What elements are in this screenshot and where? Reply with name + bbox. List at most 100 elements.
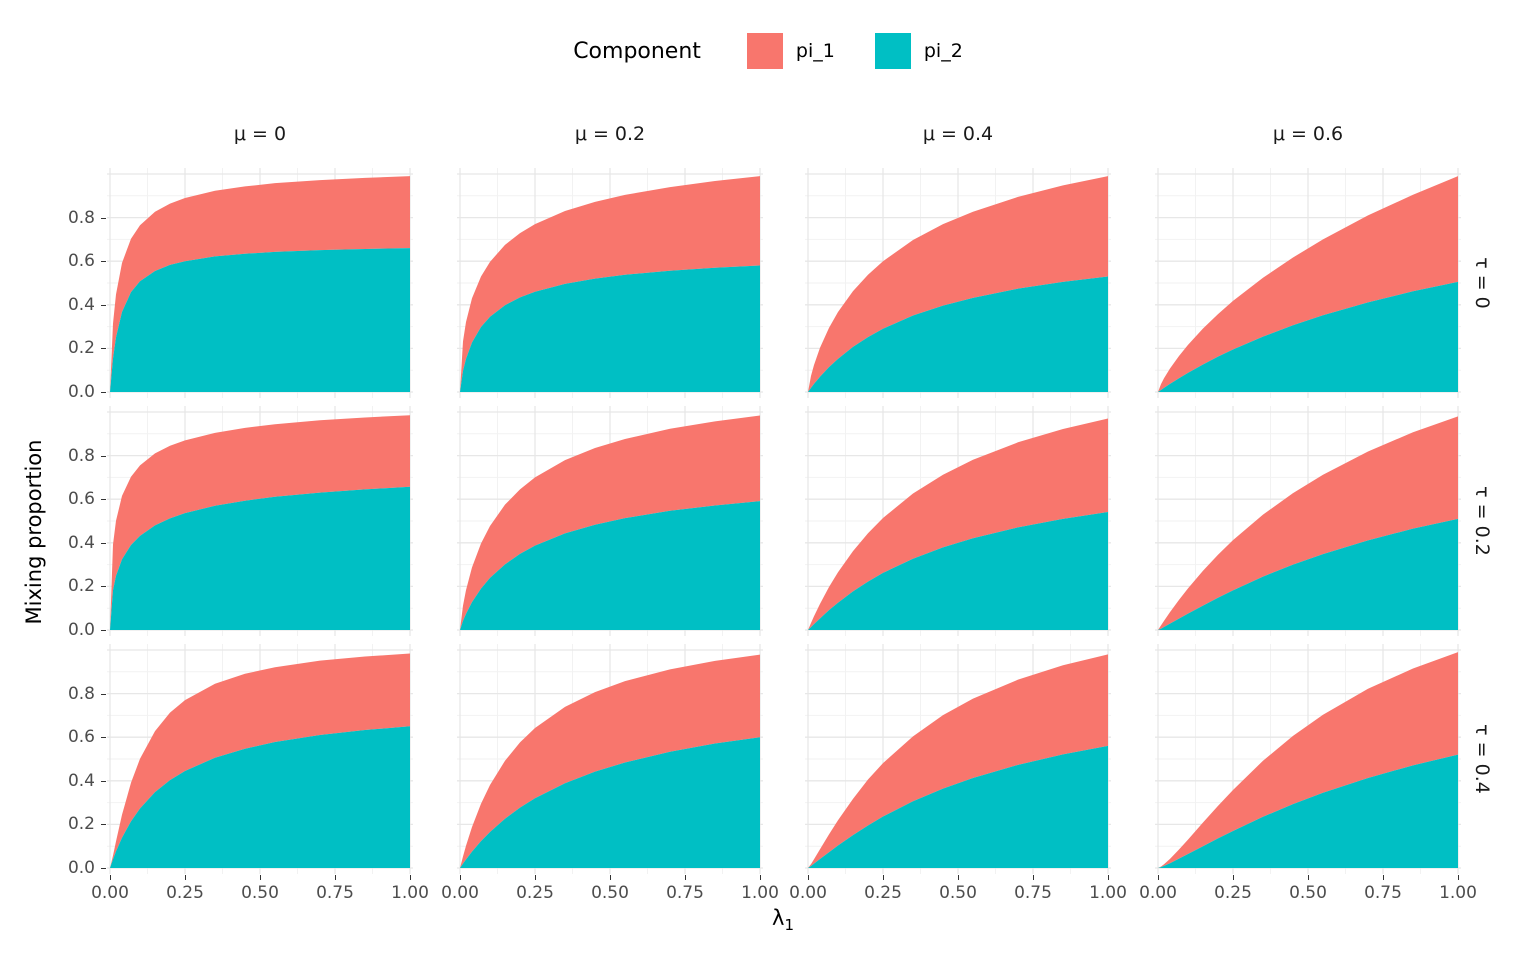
legend-item-pi-2: pi_2 (874, 33, 963, 69)
y-tick-mark (101, 868, 106, 869)
x-axis-title: λ1 (772, 906, 794, 935)
area-pi-1 (110, 176, 410, 392)
y-tick-mark (101, 392, 106, 393)
x-tick-mark (958, 875, 959, 880)
y-tick-label: 0.8 (67, 683, 95, 704)
x-tick-label: 0.25 (1214, 883, 1252, 903)
x-tick-mark (883, 875, 884, 880)
y-tick-mark (101, 737, 106, 739)
facet-col-label: μ = 0.4 (922, 123, 994, 145)
x-tick-mark (1158, 875, 1159, 880)
y-tick-mark (101, 824, 106, 826)
y-tick-mark (101, 499, 106, 501)
area-pi-1 (808, 418, 1108, 630)
x-tick-label: 0.50 (241, 883, 279, 903)
facet-row-label: τ = 0.2 (1471, 486, 1493, 556)
area-pi-1 (460, 415, 760, 630)
area-pi-2 (808, 512, 1108, 630)
facet-panel-mu-0.2-tau-0 (457, 168, 763, 398)
y-tick-label: 0.0 (67, 858, 95, 878)
x-tick-mark (1458, 875, 1459, 880)
legend-label-pi-1: pi_1 (795, 40, 835, 62)
area-pi-2 (808, 276, 1108, 392)
x-tick-label: 0.75 (666, 883, 704, 903)
y-tick-label: 0.8 (67, 445, 95, 466)
x-tick-mark (1108, 875, 1109, 880)
area-pi-1 (1158, 652, 1458, 868)
x-tick-mark (335, 875, 336, 880)
facet-panel-mu-0.4-tau-0 (805, 168, 1111, 398)
y-tick-mark (101, 304, 106, 306)
x-tick-label: 0.50 (939, 883, 977, 903)
x-tick-mark (808, 875, 809, 880)
x-tick-label: 0.75 (1364, 883, 1402, 903)
facet-row-label: τ = 0.4 (1471, 724, 1493, 794)
x-tick-mark (1233, 875, 1234, 880)
x-tick-mark (460, 875, 461, 880)
legend-title: Component (573, 38, 701, 64)
facet-panel-mu-0.2-tau-0.4 (457, 644, 763, 874)
y-tick-label: 0.2 (67, 338, 95, 359)
facet-col-label: μ = 0.6 (1272, 123, 1344, 145)
x-tick-label: 0.75 (316, 883, 354, 903)
area-pi-2 (460, 737, 760, 868)
area-pi-1 (1158, 176, 1458, 392)
x-tick-mark (185, 875, 186, 880)
y-tick-label: 0.4 (67, 770, 95, 791)
area-pi-2 (1158, 518, 1458, 630)
y-tick-label: 0.0 (67, 620, 95, 640)
area-pi-2 (1158, 754, 1458, 868)
y-tick-label: 0.6 (67, 251, 95, 272)
facet-panel-mu-0.2-tau-0.2 (457, 406, 763, 636)
y-tick-mark (101, 455, 106, 457)
y-tick-mark (101, 542, 106, 544)
area-pi-1 (808, 176, 1108, 392)
y-tick-label: 0.4 (67, 294, 95, 315)
y-tick-label: 0.6 (67, 727, 95, 748)
legend: Component pi_1 pi_2 (0, 26, 1536, 76)
area-pi-2 (460, 265, 760, 392)
x-tick-label: 0.00 (91, 883, 129, 903)
x-tick-mark (110, 875, 111, 880)
y-tick-label: 0.8 (67, 207, 95, 228)
area-pi-1 (460, 654, 760, 868)
area-pi-2 (110, 486, 410, 630)
legend-label-pi-2: pi_2 (923, 40, 963, 62)
x-tick-mark (260, 875, 261, 880)
y-tick-mark (101, 630, 106, 631)
facet-col-label: μ = 0.2 (574, 123, 646, 145)
x-tick-label: 0.75 (1014, 883, 1052, 903)
facet-panel-mu-0.4-tau-0.4 (805, 644, 1111, 874)
facet-panel-mu-0.6-tau-0.4 (1155, 644, 1461, 874)
y-tick-label: 0.0 (67, 382, 95, 402)
facet-col-label: μ = 0 (233, 123, 287, 145)
facet-panel-mu-0-tau-0.4 (107, 644, 413, 874)
area-pi-1 (1158, 416, 1458, 630)
x-tick-label: 0.25 (516, 883, 554, 903)
area-pi-1 (460, 176, 760, 392)
y-tick-label: 0.2 (67, 576, 95, 597)
y-tick-mark (101, 693, 106, 695)
y-tick-mark (101, 261, 106, 263)
x-tick-mark (1033, 875, 1034, 880)
x-tick-label: 0.00 (441, 883, 479, 903)
facet-panel-mu-0-tau-0.2 (107, 406, 413, 636)
area-pi-1 (808, 654, 1108, 868)
x-tick-label: 0.25 (864, 883, 902, 903)
x-tick-label: 1.00 (1089, 883, 1127, 903)
x-tick-mark (1383, 875, 1384, 880)
x-tick-label: 0.50 (1289, 883, 1327, 903)
area-pi-2 (110, 248, 410, 392)
area-pi-2 (1158, 281, 1458, 392)
y-tick-label: 0.4 (67, 532, 95, 553)
y-tick-mark (101, 780, 106, 782)
area-pi-1 (110, 415, 410, 630)
x-tick-label: 1.00 (741, 883, 779, 903)
pi-1-color-swatch-icon (746, 33, 783, 69)
facet-panel-mu-0.6-tau-0 (1155, 168, 1461, 398)
y-tick-mark (101, 586, 106, 588)
y-axis-title: Mixing proportion (22, 439, 46, 625)
area-pi-2 (808, 745, 1108, 868)
pi-2-color-swatch-icon (874, 33, 911, 69)
